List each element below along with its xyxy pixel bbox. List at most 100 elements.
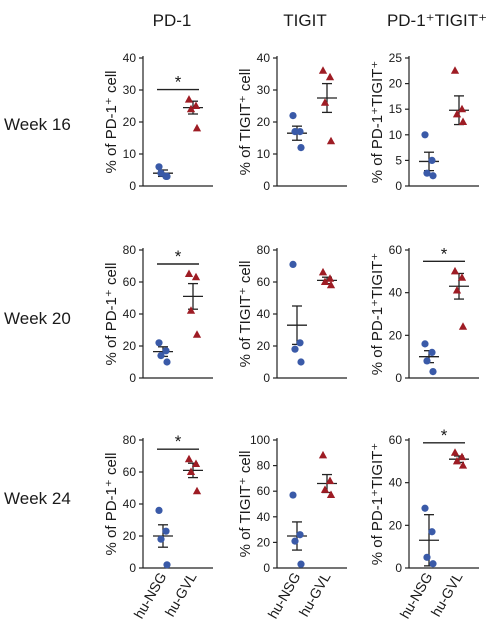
data-point-hu-nsg xyxy=(291,128,299,136)
data-point-hu-nsg xyxy=(296,531,304,539)
data-point-hu-nsg xyxy=(289,491,297,499)
y-tick-label: 60 xyxy=(257,275,271,289)
data-point-hu-nsg xyxy=(289,112,297,120)
data-point-hu-nsg xyxy=(421,131,429,139)
significance-star: * xyxy=(441,426,448,445)
significance-star: * xyxy=(175,432,182,451)
y-tick-label: 100 xyxy=(250,433,270,447)
data-point-hu-nsg xyxy=(163,358,171,366)
data-point-hu-nsg xyxy=(428,528,436,536)
data-point-hu-gvl xyxy=(452,286,462,294)
data-point-hu-gvl xyxy=(192,123,202,132)
y-tick-label: 0 xyxy=(263,371,270,385)
y-axis-label: % of TIGIT⁺ cell xyxy=(237,69,254,176)
chart-panel: 0 5 10 15 20 25% of PD-1⁺TIGIT⁺ xyxy=(369,51,479,193)
data-point-hu-nsg xyxy=(429,368,437,376)
row-label-week-20: Week 20 xyxy=(4,309,71,328)
data-point-hu-nsg xyxy=(163,172,171,180)
data-point-hu-gvl xyxy=(326,490,336,499)
data-point-hu-nsg xyxy=(155,339,163,347)
chart-panel: 0 20 40 60 80% of PD-1⁺ cell * xyxy=(103,243,213,385)
y-tick-label: 20 xyxy=(123,115,137,129)
data-point-hu-nsg xyxy=(296,339,304,347)
data-point-hu-nsg xyxy=(421,504,429,512)
data-point-hu-gvl xyxy=(191,272,201,281)
data-point-hu-nsg xyxy=(429,172,437,180)
data-point-hu-gvl xyxy=(326,136,336,145)
data-point-hu-gvl xyxy=(326,280,336,289)
y-tick-label: 20 xyxy=(257,339,271,353)
y-tick-label: 0 xyxy=(129,371,136,385)
y-tick-label: 30 xyxy=(257,83,271,97)
y-tick-label: 60 xyxy=(389,433,403,447)
y-tick-label: 40 xyxy=(389,286,403,300)
y-tick-label: 40 xyxy=(389,476,403,490)
data-point-hu-gvl xyxy=(186,467,196,475)
significance-star: * xyxy=(175,247,182,266)
data-point-hu-gvl xyxy=(184,269,194,277)
chart-panel: 0 20 40 60% of PD-1⁺TIGIT⁺ * xyxy=(369,243,479,385)
y-axis-label: % of PD-1⁺ cell xyxy=(103,71,120,174)
y-axis-label: % of PD-1⁺TIGIT⁺ xyxy=(369,253,386,376)
y-tick-label: 30 xyxy=(123,83,137,97)
data-point-hu-gvl xyxy=(457,104,467,113)
y-tick-label: 40 xyxy=(257,51,271,65)
data-point-hu-gvl xyxy=(318,450,328,459)
chart-panel: 0 20 40 60 80% of TIGIT⁺ cell xyxy=(237,243,347,385)
data-point-hu-nsg xyxy=(429,560,437,568)
data-point-hu-gvl xyxy=(450,448,460,456)
data-point-hu-gvl xyxy=(320,98,330,106)
data-point-hu-nsg xyxy=(289,260,297,268)
y-tick-label: 40 xyxy=(257,510,271,524)
data-point-hu-gvl xyxy=(457,452,467,461)
y-tick-label: 15 xyxy=(389,102,403,116)
y-axis-label: % of PD-1⁺ cell xyxy=(103,263,120,366)
data-point-hu-nsg xyxy=(421,340,429,348)
data-point-hu-gvl xyxy=(458,461,468,469)
data-point-hu-nsg xyxy=(297,560,305,568)
data-point-hu-nsg xyxy=(163,561,171,569)
data-point-hu-nsg xyxy=(155,506,163,514)
data-point-hu-nsg xyxy=(291,345,299,353)
data-point-hu-gvl xyxy=(450,66,460,74)
y-tick-label: 60 xyxy=(123,275,137,289)
data-point-hu-nsg xyxy=(297,144,305,152)
data-point-hu-gvl xyxy=(325,274,335,282)
y-tick-label: 40 xyxy=(257,307,271,321)
data-point-hu-gvl xyxy=(457,273,467,281)
y-tick-label: 0 xyxy=(263,561,270,575)
y-tick-label: 10 xyxy=(389,128,403,142)
data-point-hu-nsg xyxy=(423,553,431,561)
y-tick-label: 20 xyxy=(389,77,403,91)
data-point-hu-nsg xyxy=(162,527,170,535)
y-tick-label: 0 xyxy=(395,371,402,385)
y-tick-label: 80 xyxy=(123,243,137,257)
y-tick-label: 10 xyxy=(123,147,137,161)
data-point-hu-nsg xyxy=(423,169,431,177)
y-tick-label: 80 xyxy=(257,459,271,473)
data-point-hu-gvl xyxy=(186,306,196,314)
data-point-hu-gvl xyxy=(184,95,194,103)
data-point-hu-gvl xyxy=(452,109,462,118)
y-tick-label: 20 xyxy=(257,115,271,129)
y-tick-label: 0 xyxy=(129,179,136,193)
y-tick-label: 20 xyxy=(389,328,403,342)
data-point-hu-gvl xyxy=(191,459,201,467)
y-axis-label: % of PD-1⁺TIGIT⁺ xyxy=(369,61,386,184)
data-point-hu-nsg xyxy=(157,535,165,543)
y-tick-label: 10 xyxy=(257,147,271,161)
data-point-hu-gvl xyxy=(192,330,202,338)
data-point-hu-nsg xyxy=(296,128,304,136)
column-title-pd1-tigit: PD-1⁺TIGIT⁺ xyxy=(387,11,487,30)
y-tick-label: 0 xyxy=(395,179,402,193)
y-axis-label: % of PD-1⁺TIGIT⁺ xyxy=(369,443,386,566)
data-point-hu-gvl xyxy=(320,485,330,493)
y-tick-label: 5 xyxy=(395,153,402,167)
data-point-hu-nsg xyxy=(162,347,170,355)
chart-panel: 0 10 20 30 40% of PD-1⁺ cell * xyxy=(103,51,213,193)
y-tick-label: 80 xyxy=(257,243,271,257)
data-point-hu-gvl xyxy=(458,322,468,330)
y-tick-label: 0 xyxy=(395,561,402,575)
